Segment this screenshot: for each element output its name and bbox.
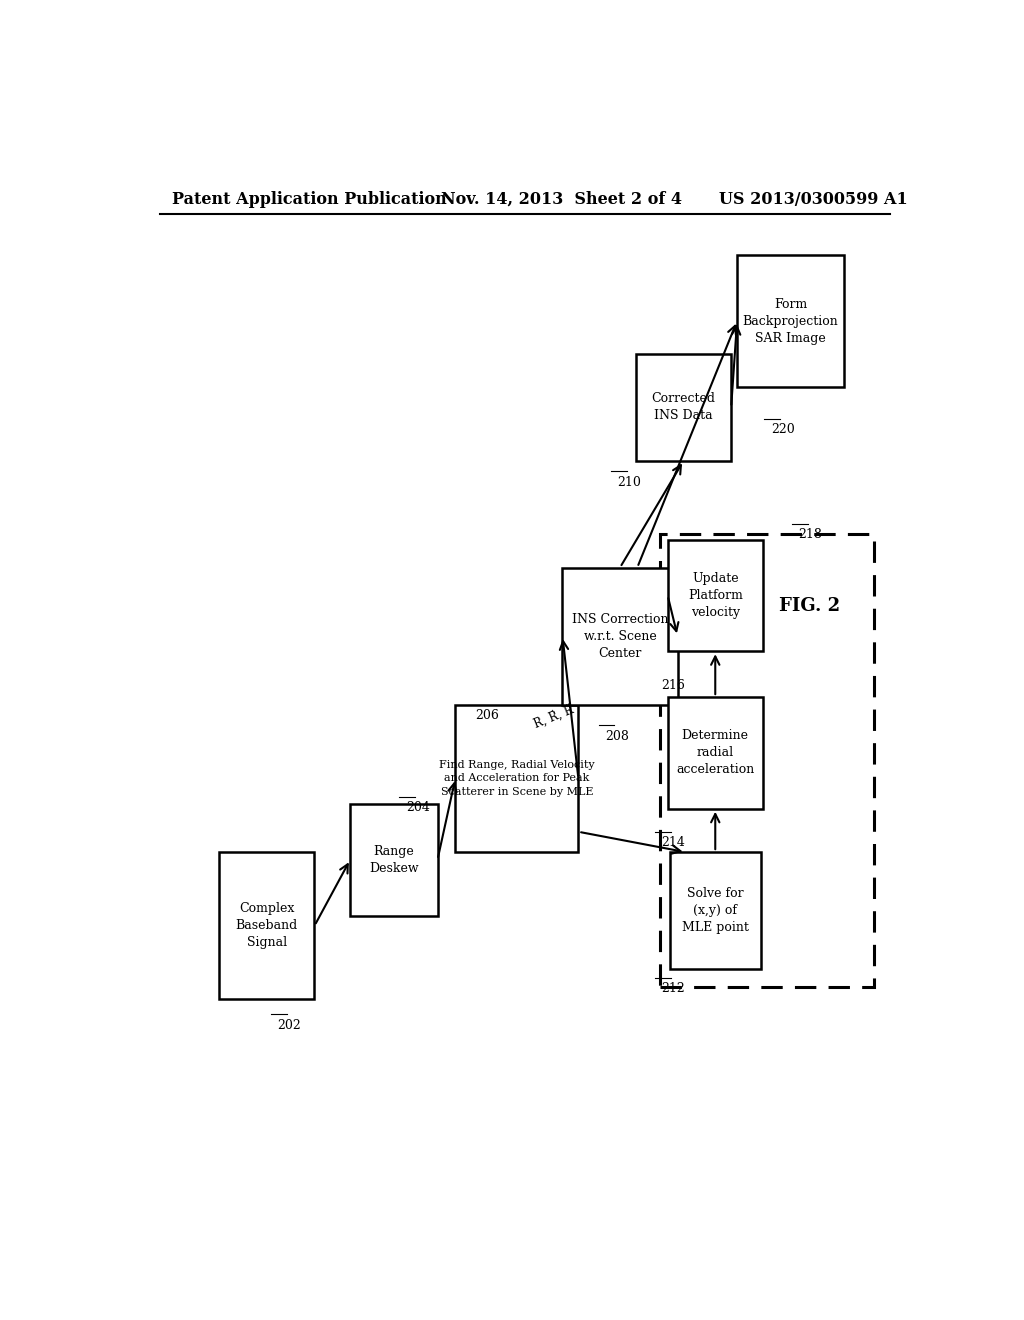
Bar xyxy=(668,540,763,651)
Text: Nov. 14, 2013  Sheet 2 of 4: Nov. 14, 2013 Sheet 2 of 4 xyxy=(441,190,682,207)
Text: 206: 206 xyxy=(475,709,499,722)
Text: US 2013/0300599 A1: US 2013/0300599 A1 xyxy=(719,190,908,207)
Text: 214: 214 xyxy=(662,837,685,849)
Text: FIG. 2: FIG. 2 xyxy=(778,597,840,615)
Bar xyxy=(456,705,579,853)
Text: INS Correction
w.r.t. Scene
Center: INS Correction w.r.t. Scene Center xyxy=(571,612,669,660)
Text: Complex
Baseband
Signal: Complex Baseband Signal xyxy=(236,903,298,949)
Text: Update
Platform
velocity: Update Platform velocity xyxy=(688,572,742,619)
Text: 218: 218 xyxy=(799,528,822,541)
Bar xyxy=(670,853,761,969)
Text: Patent Application Publication: Patent Application Publication xyxy=(172,190,446,207)
Bar xyxy=(668,697,763,809)
Text: 204: 204 xyxy=(406,801,430,813)
Text: Find Range, Radial Velocity
and Acceleration for Peak
Scatterer in Scene by MLE: Find Range, Radial Velocity and Accelera… xyxy=(439,760,595,796)
Text: 220: 220 xyxy=(771,422,795,436)
Bar xyxy=(350,804,437,916)
Text: Solve for
(x,y) of
MLE point: Solve for (x,y) of MLE point xyxy=(682,887,749,935)
Text: 208: 208 xyxy=(605,730,629,743)
Text: Corrected
INS Data: Corrected INS Data xyxy=(651,392,716,422)
Bar xyxy=(562,568,678,705)
Text: Determine
radial
acceleration: Determine radial acceleration xyxy=(676,730,755,776)
Bar xyxy=(219,853,314,999)
Text: Range
Deskew: Range Deskew xyxy=(369,845,419,875)
Text: Form
Backprojection
SAR Image: Form Backprojection SAR Image xyxy=(742,297,839,345)
Bar xyxy=(659,535,874,987)
Text: R, Ṙ, R̈: R, Ṙ, R̈ xyxy=(532,704,577,731)
Text: 216: 216 xyxy=(662,678,685,692)
Text: 210: 210 xyxy=(617,475,641,488)
Text: 212: 212 xyxy=(662,982,685,995)
Bar xyxy=(636,354,731,461)
Bar xyxy=(737,255,844,387)
Text: 202: 202 xyxy=(278,1019,301,1032)
